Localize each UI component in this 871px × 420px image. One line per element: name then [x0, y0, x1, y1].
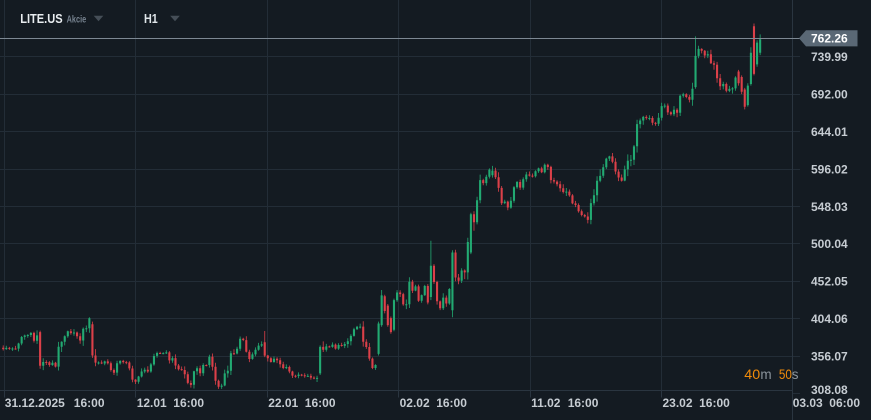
svg-text:548.03: 548.03 — [811, 200, 848, 214]
svg-text:50: 50 — [779, 367, 792, 382]
svg-text:762.26: 762.26 — [811, 32, 848, 46]
svg-text:16:00: 16:00 — [173, 396, 204, 410]
svg-text:23.02: 23.02 — [663, 396, 693, 410]
svg-text:644.01: 644.01 — [811, 125, 848, 139]
svg-text:500.04: 500.04 — [811, 237, 848, 251]
svg-text:16:00: 16:00 — [305, 396, 336, 410]
svg-text:31.12.2025: 31.12.2025 — [5, 396, 65, 410]
svg-text:596.02: 596.02 — [811, 162, 848, 176]
svg-text:16:00: 16:00 — [568, 396, 599, 410]
svg-text:452.05: 452.05 — [811, 275, 848, 289]
svg-text:16:00: 16:00 — [699, 396, 730, 410]
svg-text:308.08: 308.08 — [811, 383, 848, 397]
svg-text:739.99: 739.99 — [811, 50, 848, 64]
svg-text:H1: H1 — [144, 11, 158, 26]
svg-text:16:00: 16:00 — [74, 396, 105, 410]
svg-text:16:00: 16:00 — [436, 396, 467, 410]
svg-text:11.02: 11.02 — [531, 396, 561, 410]
svg-text:03.03: 03.03 — [793, 396, 823, 410]
svg-text:02.02: 02.02 — [400, 396, 430, 410]
svg-text:06:00: 06:00 — [829, 396, 860, 410]
svg-text:LITE.US: LITE.US — [20, 11, 63, 26]
svg-text:m: m — [760, 367, 771, 382]
svg-text:12.01: 12.01 — [137, 396, 167, 410]
svg-text:692.00: 692.00 — [811, 87, 848, 101]
svg-text:s: s — [792, 367, 799, 382]
svg-text:404.06: 404.06 — [811, 312, 848, 326]
svg-text:22.01: 22.01 — [268, 396, 298, 410]
svg-text:40: 40 — [744, 367, 760, 382]
svg-text:Akcie: Akcie — [67, 15, 87, 26]
svg-text:356.07: 356.07 — [811, 350, 848, 364]
